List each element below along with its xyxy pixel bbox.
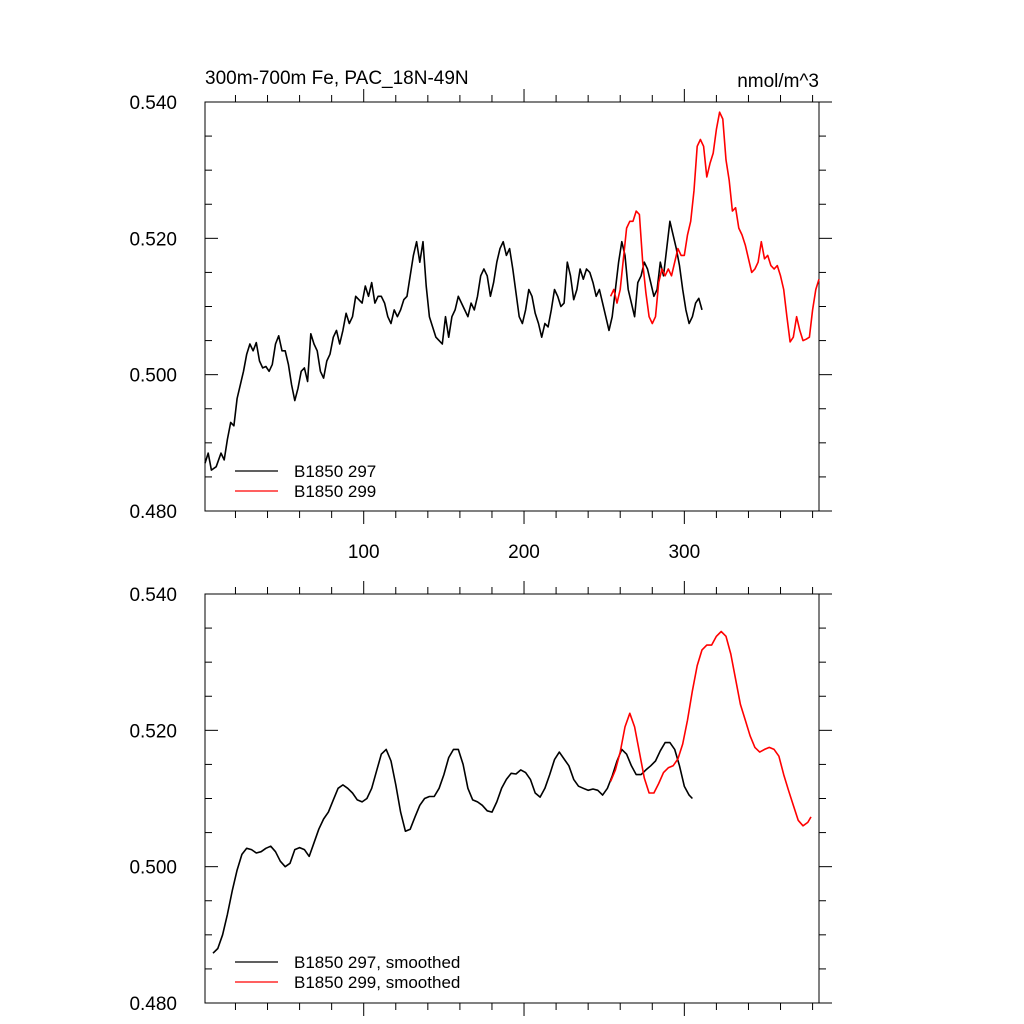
y-tick-label: 0.540	[129, 93, 177, 114]
y-tick-label: 0.520	[129, 721, 177, 742]
major-ticks	[205, 581, 832, 1016]
legend: B1850 297, smoothed B1850 299, smoothed	[235, 953, 460, 992]
legend-label-1: B1850 299, smoothed	[294, 973, 460, 992]
top-panel: 300m-700m Fe, PAC_18N-49N nmol/m^3 0.480…	[129, 68, 832, 563]
x-tick-label: 200	[508, 542, 540, 563]
major-ticks	[205, 89, 832, 524]
minor-ticks	[205, 95, 826, 518]
legend-label-0: B1850 297	[294, 462, 376, 481]
x-axis-labels: 100 200 300	[348, 542, 700, 563]
chart-title: 300m-700m Fe, PAC_18N-49N	[205, 68, 469, 89]
series-line-b1850-299	[609, 111, 820, 343]
legend-label-1: B1850 299	[294, 482, 376, 501]
y-axis-labels: 0.480 0.500 0.520 0.540	[129, 93, 177, 523]
series-layer	[204, 111, 820, 471]
legend: B1850 297 B1850 299	[235, 462, 376, 501]
minor-ticks	[205, 587, 826, 1010]
legend-label-0: B1850 297, smoothed	[294, 953, 460, 972]
bottom-panel: 0.480 0.500 0.520 0.540 B1850 297, smoothed…	[129, 581, 832, 1016]
y-axis-labels: 0.480 0.500 0.520 0.540	[129, 585, 177, 1015]
y-tick-label: 0.500	[129, 858, 177, 879]
series-layer	[212, 630, 812, 954]
x-tick-label: 100	[348, 542, 380, 563]
y-tick-label: 0.540	[129, 585, 177, 606]
y-tick-label: 0.520	[129, 229, 177, 250]
y-tick-label: 0.500	[129, 366, 177, 387]
series-line-b1850-299	[609, 630, 812, 827]
series-line-b1850-297	[204, 220, 703, 471]
x-tick-label: 300	[668, 542, 700, 563]
plot-frame	[204, 593, 820, 1004]
y-tick-label: 0.480	[129, 502, 177, 523]
series-line-b1850-297	[212, 741, 693, 954]
y-tick-label: 0.480	[129, 994, 177, 1015]
units-label: nmol/m^3	[737, 71, 819, 92]
